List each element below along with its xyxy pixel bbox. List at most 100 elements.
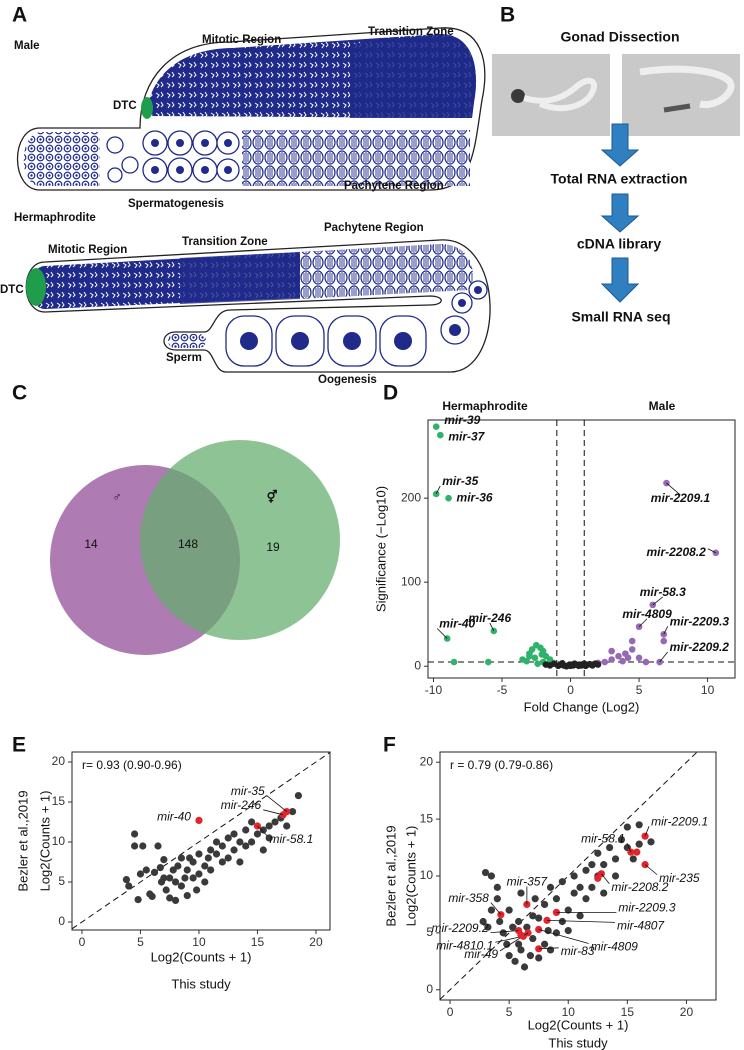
x-tick-label: 10	[192, 935, 206, 949]
label: Spermatogenesis	[128, 198, 224, 210]
data-point	[611, 872, 620, 880]
data-point	[496, 917, 504, 926]
data-point	[582, 662, 589, 670]
data-point	[628, 646, 636, 653]
data-point	[195, 870, 203, 878]
data-point	[487, 872, 496, 880]
label: Transition Zone	[182, 236, 268, 248]
data-point	[189, 858, 197, 866]
y-tick-label: 20	[420, 754, 434, 768]
x-tick-label: 10	[701, 683, 715, 697]
leader-line	[435, 485, 441, 495]
point-label: mir-2209.2	[431, 921, 488, 935]
data-point	[635, 840, 643, 848]
panel-label: A	[12, 4, 27, 27]
y-tick-label: 15	[52, 794, 66, 808]
panel-label: C	[12, 382, 27, 405]
data-point	[647, 838, 655, 846]
plot-frame	[427, 419, 736, 679]
point-label: mir-246	[221, 798, 262, 812]
data-point	[160, 874, 168, 882]
data-point	[635, 654, 643, 662]
data-point	[177, 854, 186, 862]
point-label: mir-58.1	[581, 831, 625, 845]
point-label: mir-35	[442, 474, 478, 488]
y-caption: Bezler et al.,2019	[15, 790, 30, 891]
data-point	[218, 842, 226, 850]
data-point	[505, 952, 513, 960]
data-point	[523, 900, 531, 909]
label: Mitotic Region	[48, 244, 127, 256]
data-point	[623, 823, 631, 831]
data-point	[633, 848, 641, 856]
y-tick-label: 0	[414, 658, 421, 672]
flow-arrows	[600, 123, 640, 303]
data-point	[535, 954, 543, 962]
data-point	[493, 883, 501, 891]
data-point	[505, 906, 513, 914]
data-point	[230, 830, 238, 838]
data-point	[177, 882, 186, 890]
identity-line	[71, 751, 331, 930]
leader-line	[707, 548, 716, 554]
data-point	[608, 656, 615, 663]
data-point	[594, 849, 602, 857]
data-point	[635, 821, 643, 829]
point-label: mir-83	[561, 944, 595, 958]
point-label: mir-35	[231, 784, 265, 798]
leader-line	[626, 842, 632, 853]
data-point	[166, 874, 174, 882]
point-label: mir-49	[464, 947, 498, 961]
leader-line	[263, 809, 284, 816]
x-tick-label: -10	[425, 683, 443, 697]
data-point	[236, 838, 244, 846]
data-point	[576, 912, 584, 920]
x-tick-label: 5	[506, 1005, 513, 1019]
data-point	[600, 861, 608, 869]
correlation: r= 0.93 (0.90-0.96)	[82, 758, 182, 772]
venn-set	[140, 440, 340, 640]
data-point	[531, 895, 539, 903]
data-point	[571, 660, 578, 668]
x-tick-label: -5	[497, 683, 508, 697]
data-point	[558, 917, 566, 926]
data-point	[259, 846, 267, 854]
data-point	[499, 929, 507, 937]
venn-set-symbol: ⚥	[267, 489, 278, 504]
data-point	[503, 940, 511, 948]
data-point	[283, 822, 291, 830]
x-tick-label: 0	[447, 1005, 454, 1019]
leader-line	[257, 825, 268, 837]
x-tick-label: 5	[636, 683, 643, 697]
data-point	[484, 923, 492, 931]
pachytene-cells	[242, 130, 470, 186]
data-point	[526, 952, 535, 960]
data-point	[174, 862, 182, 870]
data-point	[181, 874, 189, 882]
label: Male	[14, 40, 40, 52]
data-point	[546, 946, 555, 954]
data-point	[481, 868, 490, 877]
data-point	[541, 900, 549, 909]
data-point	[588, 861, 596, 869]
point-label: mir-357	[507, 875, 549, 889]
series-name: Hermaphrodite	[442, 399, 528, 413]
leader-line	[644, 826, 650, 837]
y-tick-label: 0	[58, 914, 65, 928]
data-point	[201, 862, 209, 870]
leader-line	[538, 947, 559, 950]
data-point	[546, 883, 555, 891]
data-point	[564, 906, 572, 914]
data-point	[207, 846, 215, 854]
plot-frame	[71, 751, 331, 931]
point-label: mir-358	[448, 891, 489, 905]
x-axis-label: Log2(Counts + 1)	[528, 1017, 629, 1032]
leader-line	[659, 651, 668, 663]
point-label: mir-2209.1	[651, 491, 711, 505]
data-point	[445, 494, 452, 502]
y-tick-label: 200	[401, 490, 421, 504]
data-point	[136, 870, 145, 878]
venn-count: 14	[84, 537, 98, 551]
point-label: mir-4809	[591, 940, 638, 954]
y-axis-label: Significance (−Log10)	[373, 486, 388, 612]
